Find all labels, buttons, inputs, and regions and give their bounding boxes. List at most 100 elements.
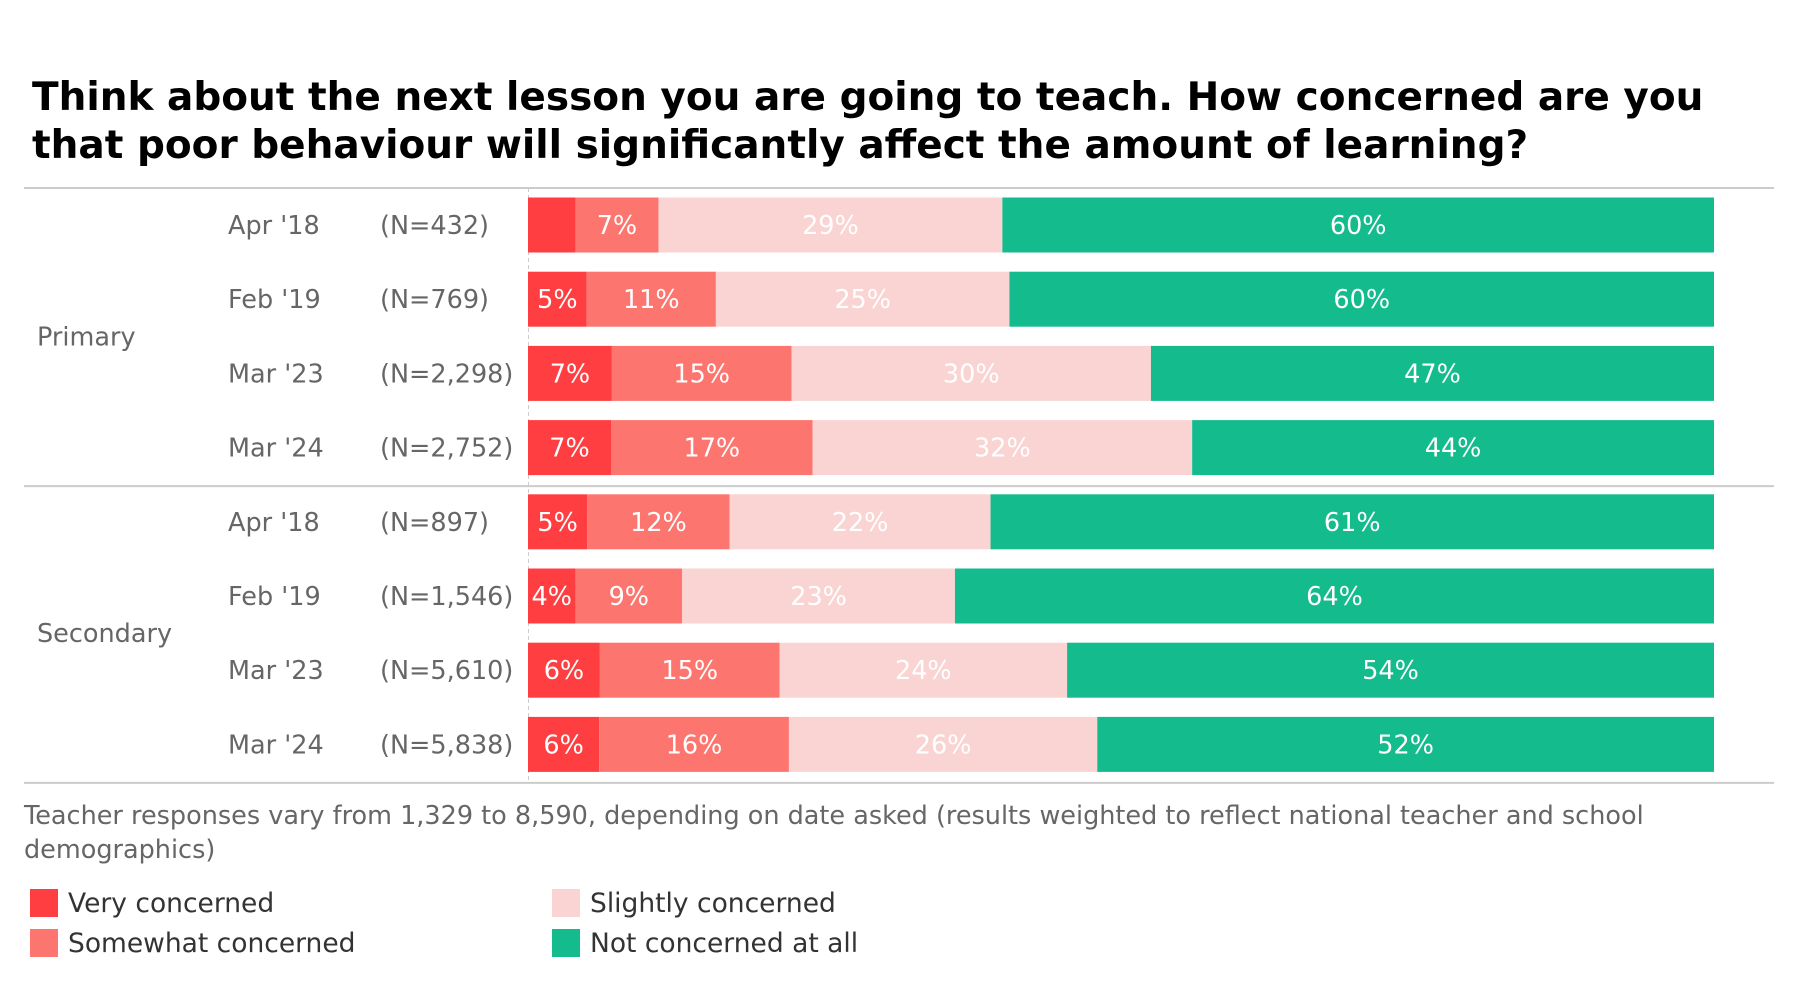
row-date-label: Apr '18 xyxy=(228,211,320,241)
bar-segment-slightly-concerned xyxy=(788,716,1098,772)
row-sample-size: (N=2,298) xyxy=(380,359,513,389)
row-date-label: Mar '24 xyxy=(228,434,324,464)
legend-item-not-concerned-at-all: Not concerned at all xyxy=(552,927,859,959)
bar-segment-very-concerned xyxy=(528,568,576,624)
bar-segment-label: 5% xyxy=(537,285,577,315)
bar-segment-label: 6% xyxy=(543,730,583,760)
bar-segment-not-concerned-at-all xyxy=(990,494,1714,550)
row-date-label: Mar '23 xyxy=(228,359,324,389)
legend: Very concerned Somewhat concerned Slight… xyxy=(30,888,930,970)
bar-segment-label: 6% xyxy=(544,656,584,686)
bar-segment-very-concerned xyxy=(528,716,600,772)
bar-segment-very-concerned xyxy=(528,494,588,550)
bar-segment-label: 11% xyxy=(623,285,680,315)
bar-segment-label: 7% xyxy=(550,359,590,389)
row-sample-size: (N=769) xyxy=(380,285,489,315)
bar-segment-not-concerned-at-all xyxy=(1097,716,1714,772)
row-sample-size: (N=1,546) xyxy=(380,582,513,612)
legend-swatch xyxy=(552,929,580,957)
bar-segment-label: 54% xyxy=(1362,656,1419,686)
bar-segment-label: 32% xyxy=(974,434,1031,464)
row-sample-size: (N=5,838) xyxy=(380,730,513,760)
bar-segment-slightly-concerned xyxy=(779,642,1068,698)
bar-segment-label: 17% xyxy=(683,434,740,464)
bar-segment-not-concerned-at-all xyxy=(954,568,1714,624)
bar-segment-label: 15% xyxy=(673,359,730,389)
group-label: Secondary xyxy=(37,619,172,649)
row-date-label: Feb '19 xyxy=(228,582,321,612)
bar-segment-somewhat-concerned xyxy=(575,568,683,624)
bar-segment-label: 4% xyxy=(531,582,571,612)
row-date-label: Apr '18 xyxy=(228,508,320,538)
bar-segment-not-concerned-at-all xyxy=(1192,420,1714,476)
bar-segment-not-concerned-at-all xyxy=(1002,197,1714,253)
bar-segment-label: 47% xyxy=(1404,359,1461,389)
bar-segment-slightly-concerned xyxy=(682,568,955,624)
legend-item-somewhat-concerned: Somewhat concerned xyxy=(30,927,356,959)
group-label: Primary xyxy=(37,322,136,352)
bar-segment-somewhat-concerned xyxy=(599,716,789,772)
chart-title-line: Think about the next lesson you are goin… xyxy=(32,75,1704,120)
bar-segment-label: 7% xyxy=(549,434,589,464)
bar-segment-somewhat-concerned xyxy=(587,494,730,550)
bar-segment-label: 16% xyxy=(666,730,723,760)
footnote: Teacher responses vary from 1,329 to 8,5… xyxy=(24,799,1744,867)
bar-segment-somewhat-concerned xyxy=(611,420,813,476)
bar-segment-not-concerned-at-all xyxy=(1067,642,1714,698)
bar-segment-somewhat-concerned xyxy=(586,271,716,327)
bar-segment-label: 15% xyxy=(661,656,718,686)
chart-title-line: that poor behaviour will significantly a… xyxy=(32,123,1529,168)
bar-segment-label: 5% xyxy=(537,508,577,538)
bar-segment-label: 30% xyxy=(943,359,1000,389)
bar-segment-slightly-concerned xyxy=(715,271,1010,327)
bar-segment-slightly-concerned xyxy=(791,345,1151,401)
row-date-label: Mar '24 xyxy=(228,730,324,760)
legend-item-very-concerned: Very concerned xyxy=(30,887,275,919)
row-sample-size: (N=5,610) xyxy=(380,656,513,686)
legend-item-slightly-concerned: Slightly concerned xyxy=(552,887,836,919)
bar-segment-label: 7% xyxy=(597,211,637,241)
legend-swatch xyxy=(552,889,580,917)
legend-label: Slightly concerned xyxy=(590,887,836,919)
row-sample-size: (N=2,752) xyxy=(380,434,513,464)
bar-segment-label: 60% xyxy=(1330,211,1387,241)
bar-segment-very-concerned xyxy=(528,345,612,401)
bar-segment-very-concerned xyxy=(528,642,600,698)
bar-segment-label: 44% xyxy=(1425,434,1482,464)
row-sample-size: (N=432) xyxy=(380,211,489,241)
bar-segment-very-concerned xyxy=(528,271,587,327)
legend-label: Not concerned at all xyxy=(590,927,859,959)
bar-segment-very-concerned xyxy=(528,420,612,476)
footnote-line: demographics) xyxy=(24,835,216,865)
bar-segment-very-concerned xyxy=(528,197,576,253)
bar-segment-label: 60% xyxy=(1333,285,1390,315)
stacked-bar-chart: Primary Apr '18 (N=432) 7% 29% 60% Feb '19 (N=7… xyxy=(24,187,1774,784)
bar-segment-somewhat-concerned xyxy=(599,642,780,698)
footnote-line: Teacher responses vary from 1,329 to 8,5… xyxy=(24,801,1644,831)
bar-segment-slightly-concerned xyxy=(658,197,1003,253)
bar-segment-not-concerned-at-all xyxy=(1150,345,1714,401)
legend-label: Very concerned xyxy=(68,887,275,919)
bar-segment-slightly-concerned xyxy=(729,494,991,550)
bar-segment-somewhat-concerned xyxy=(611,345,792,401)
bar-segment-label: 61% xyxy=(1324,508,1381,538)
bar-segment-label: 26% xyxy=(915,730,972,760)
bar-segment-label: 24% xyxy=(895,656,952,686)
bar-segment-label: 9% xyxy=(609,582,649,612)
row-date-label: Mar '23 xyxy=(228,656,324,686)
bar-segment-label: 23% xyxy=(790,582,847,612)
bar-segment-label: 52% xyxy=(1377,730,1434,760)
row-date-label: Feb '19 xyxy=(228,285,321,315)
bar-segment-not-concerned-at-all xyxy=(1009,271,1714,327)
chart-title: Think about the next lesson you are goin… xyxy=(32,74,1772,170)
bar-segment-label: 12% xyxy=(630,508,687,538)
legend-label: Somewhat concerned xyxy=(68,927,356,959)
bar-segment-label: 64% xyxy=(1306,582,1363,612)
row-sample-size: (N=897) xyxy=(380,508,489,538)
bar-segment-label: 22% xyxy=(832,508,889,538)
bar-segment-label: 25% xyxy=(834,285,891,315)
legend-swatch xyxy=(30,889,58,917)
legend-swatch xyxy=(30,929,58,957)
bar-segment-label: 29% xyxy=(802,211,859,241)
bar-segment-somewhat-concerned xyxy=(575,197,659,253)
